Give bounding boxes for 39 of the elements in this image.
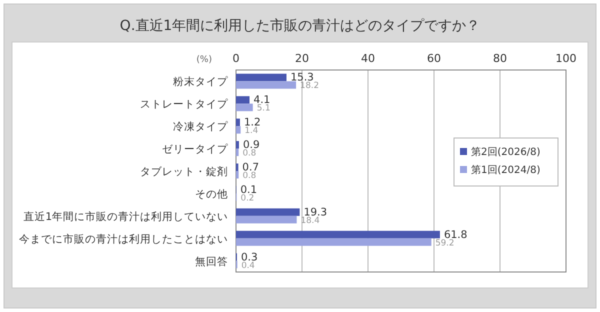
- y-tick-label: ストレートタイプ: [140, 98, 229, 111]
- data-label: 5.1: [256, 104, 270, 114]
- bar: [236, 141, 239, 149]
- y-tick-label: 今までに市販の青汁は利用したことはない: [19, 232, 228, 246]
- bar: [236, 216, 297, 224]
- y-tick-label: 粉末タイプ: [173, 75, 229, 88]
- x-tick-label: 60: [427, 52, 441, 65]
- data-label: 0.4: [241, 260, 255, 271]
- bar: [236, 208, 300, 216]
- chart-title: Q.直近1年間に利用した市販の青汁はどのタイプですか？: [120, 18, 480, 34]
- y-tick-label: 無回答: [195, 256, 228, 268]
- y-tick-label: タブレット・錠剤: [140, 165, 228, 178]
- bar: [236, 118, 240, 126]
- x-tick-label: 0: [232, 52, 240, 65]
- data-label: 59.2: [435, 238, 454, 248]
- data-label: 0.2: [240, 193, 254, 204]
- x-tick-label: 100: [556, 52, 576, 65]
- y-tick-label: その他: [195, 188, 228, 200]
- bar: [236, 96, 250, 104]
- bar: [236, 81, 296, 89]
- x-tick-label: 20: [295, 52, 309, 65]
- legend-label: 第1回(2024/8): [471, 164, 540, 176]
- x-tick-label: 80: [493, 52, 507, 65]
- bar: [236, 148, 239, 156]
- bar: [236, 171, 239, 178]
- y-tick-label: ゼリータイプ: [162, 142, 229, 156]
- bar: [236, 74, 286, 82]
- data-label: 0.8: [242, 148, 256, 159]
- bar: [236, 126, 241, 134]
- y-tick-label: 冷凍タイプ: [173, 120, 229, 134]
- bar: [236, 238, 432, 246]
- x-tick-label: 40: [361, 52, 375, 65]
- bar: [236, 104, 253, 112]
- x-axis-title: (%): [196, 55, 212, 65]
- data-label: 1.4: [244, 126, 258, 136]
- data-label: 0.8: [242, 171, 256, 181]
- y-tick-label: 直近1年間に市販の青汁は利用していない: [23, 210, 228, 223]
- bar: [236, 230, 440, 238]
- legend-label: 第2回(2026/8): [471, 146, 540, 158]
